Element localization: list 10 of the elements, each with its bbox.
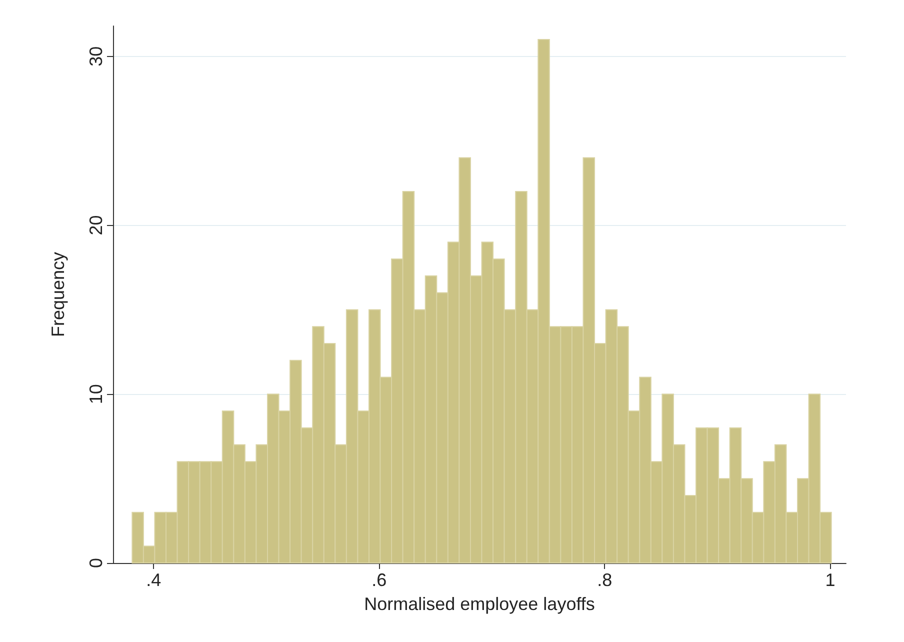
x-tick-label: .8 — [597, 570, 612, 590]
x-tick-label: .4 — [146, 570, 162, 590]
y-tick-label: 20 — [86, 215, 106, 236]
x-tick-label: 1 — [825, 570, 836, 590]
y-tick-label: 30 — [86, 46, 106, 66]
x-tick-label: .6 — [372, 570, 387, 590]
y-tick-label: 10 — [86, 384, 106, 404]
x-axis-title: Normalised employee layoffs — [364, 594, 595, 614]
y-tick-label: 0 — [86, 558, 106, 568]
y-axis-title: Frequency — [48, 252, 68, 338]
